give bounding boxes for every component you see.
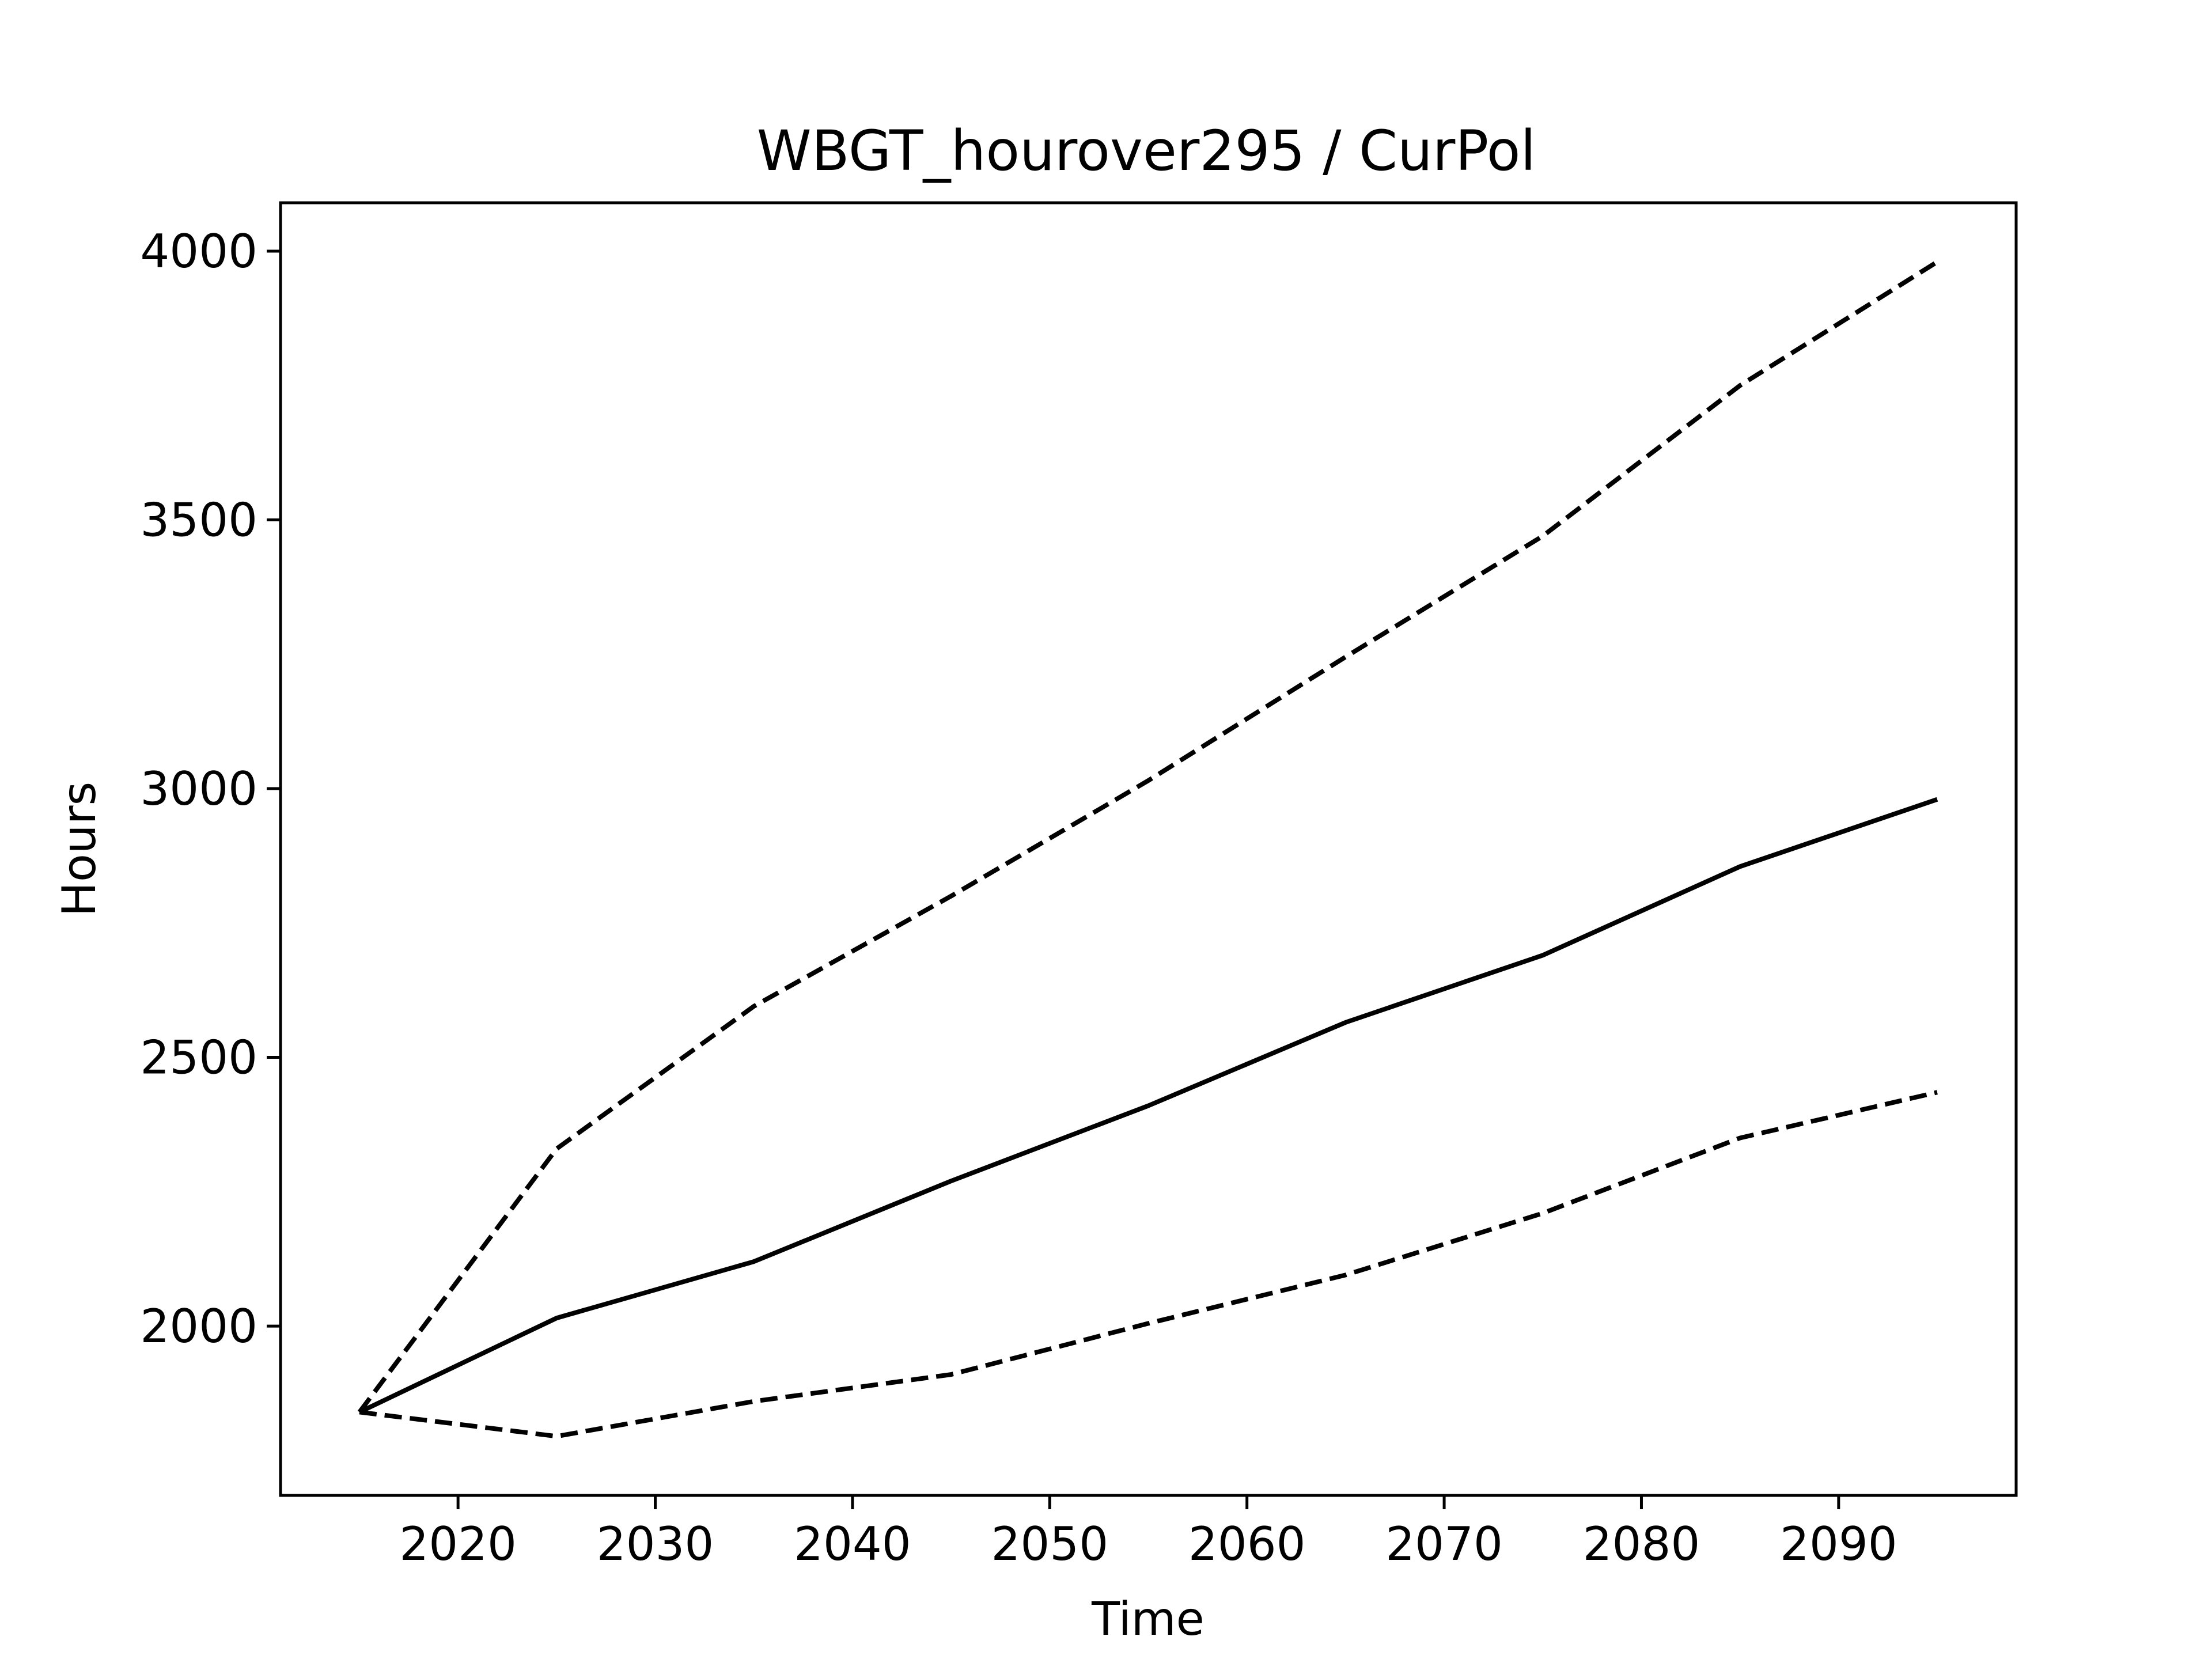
x-axis-label: Time — [1091, 1592, 1205, 1646]
y-tick-label: 2500 — [140, 1031, 257, 1085]
x-tick-label: 2090 — [1780, 1517, 1897, 1571]
y-tick-label: 2000 — [140, 1300, 257, 1353]
x-tick-label: 2040 — [794, 1517, 911, 1571]
y-axis-label: Hours — [52, 782, 106, 916]
y-tick-label: 3500 — [140, 494, 257, 547]
x-tick-label: 2070 — [1385, 1517, 1503, 1571]
y-tick-label: 4000 — [140, 225, 257, 278]
x-tick-label: 2080 — [1583, 1517, 1700, 1571]
series-median-line — [358, 797, 1938, 1415]
x-tick-label: 2020 — [399, 1517, 517, 1571]
series-upper-dashed-line — [357, 260, 1939, 1414]
x-tick-label: 2030 — [597, 1517, 714, 1571]
chart-title: WBGT_hourover295 / CurPol — [757, 119, 1536, 183]
series-lower-dashed-line — [359, 1090, 1938, 1439]
y-tick-label: 3000 — [140, 762, 257, 816]
plot-frame — [279, 201, 2018, 1497]
x-tick-label: 2060 — [1188, 1517, 1306, 1571]
plot-area: 2020 2030 2040 2050 2060 2070 2080 2090 2000 2500… — [140, 225, 1939, 1571]
x-tick-label: 2050 — [991, 1517, 1109, 1571]
